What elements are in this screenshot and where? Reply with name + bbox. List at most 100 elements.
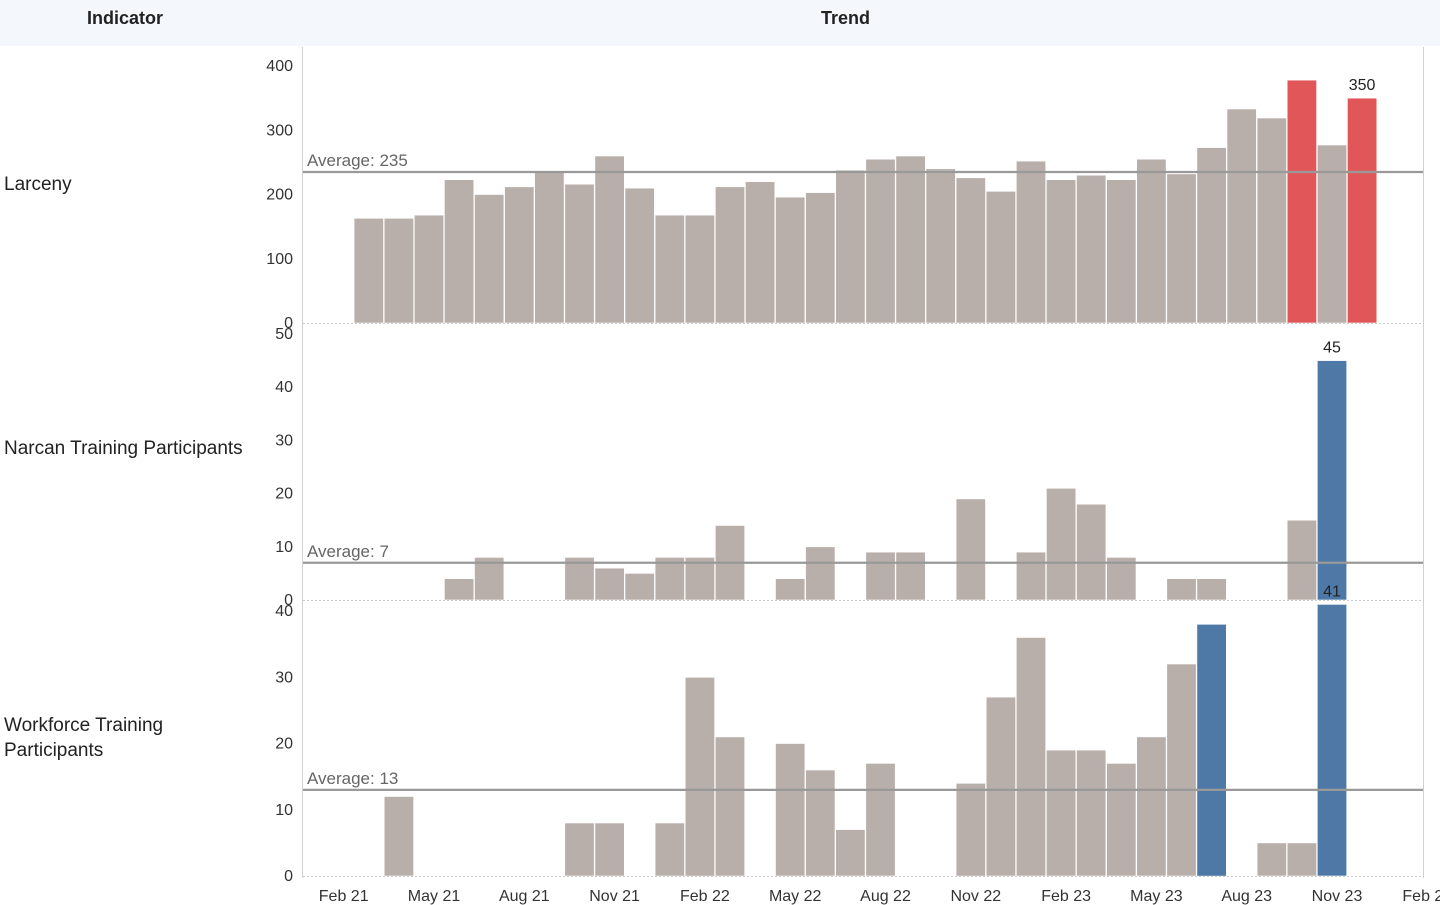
- bar-mar-23: [1076, 174, 1107, 324]
- bar-sep-22: [895, 551, 926, 601]
- bar-aug-21: [504, 186, 535, 324]
- bar-nov-23: [1317, 144, 1348, 324]
- bar-nov-21: [594, 822, 625, 877]
- bar-mar-21: [353, 218, 384, 324]
- bar-sep-23: [1256, 117, 1287, 324]
- bar-jan-22: [654, 214, 685, 324]
- bar-feb-23: [1046, 749, 1077, 877]
- bar-dec-21: [624, 187, 655, 324]
- bar-dec-21: [624, 573, 655, 601]
- bar-jun-22: [805, 769, 836, 877]
- y-tick-label: 300: [266, 122, 293, 139]
- y-tick-label: 20: [275, 486, 293, 503]
- bar-apr-23: [1106, 557, 1137, 601]
- indicator-label-narcan: Narcan Training Participants: [4, 438, 243, 459]
- y-tick-label: 40: [275, 379, 293, 396]
- bar-apr-22: [745, 181, 776, 324]
- bar-jun-23: [1166, 663, 1197, 877]
- y-tick-label: 10: [275, 802, 293, 819]
- bar-apr-21: [383, 796, 414, 877]
- bar-jul-23: [1196, 147, 1227, 324]
- bar-jul-23: [1196, 623, 1227, 877]
- trend-column-header: Trend: [821, 8, 871, 28]
- x-tick-label: Feb 22: [680, 888, 730, 905]
- bar-feb-23: [1046, 487, 1077, 601]
- bar-nov-22: [955, 498, 986, 601]
- y-tick-label: 400: [266, 58, 293, 75]
- y-tick-label: 0: [284, 868, 293, 885]
- x-tick-label: Feb 21: [319, 888, 369, 905]
- bar-dec-22: [985, 696, 1016, 877]
- bar-aug-22: [865, 551, 896, 601]
- x-tick-label: May 23: [1130, 888, 1183, 905]
- x-tick-label: Nov 21: [589, 888, 640, 905]
- y-tick-label: 0: [284, 315, 293, 332]
- bar-nov-22: [955, 782, 986, 877]
- bar-oct-21: [564, 183, 595, 324]
- y-tick-label: 200: [266, 187, 293, 204]
- bar-apr-21: [383, 218, 414, 324]
- bar-oct-23: [1286, 842, 1317, 877]
- bar-apr-23: [1106, 763, 1137, 877]
- y-tick-label: 30: [275, 432, 293, 449]
- bar-jun-22: [805, 192, 836, 324]
- bar-sep-22: [895, 155, 926, 324]
- bar-jun-23: [1166, 578, 1197, 601]
- x-tick-label: Aug 22: [860, 888, 911, 905]
- x-tick-label: May 21: [408, 888, 461, 905]
- y-tick-label: 50: [275, 326, 293, 343]
- bar-jan-23: [1015, 637, 1046, 877]
- bar-aug-23: [1226, 108, 1257, 324]
- bar-mar-22: [714, 736, 745, 877]
- indicator-label-larceny: Larceny: [4, 174, 72, 195]
- bar-mar-23: [1076, 503, 1107, 601]
- x-tick-label: Nov 22: [950, 888, 1001, 905]
- bar-jul-22: [835, 829, 866, 877]
- bar-data-label: 45: [1323, 340, 1341, 357]
- bar-dec-22: [985, 191, 1016, 324]
- bar-feb-22: [684, 676, 715, 877]
- bar-may-22: [775, 743, 806, 877]
- y-tick-label: 20: [275, 736, 293, 753]
- bar-data-label: 350: [1349, 77, 1376, 94]
- bar-may-22: [775, 196, 806, 324]
- bar-sep-23: [1256, 842, 1287, 877]
- bar-aug-22: [865, 158, 896, 324]
- bar-jun-22: [805, 546, 836, 601]
- x-tick-label: Feb 24: [1402, 888, 1440, 905]
- table-header: Indicator Trend: [0, 0, 1440, 46]
- bar-may-23: [1136, 736, 1167, 877]
- y-tick-label: 0: [284, 592, 293, 609]
- bar-apr-23: [1106, 179, 1137, 324]
- x-tick-label: Nov 23: [1312, 888, 1363, 905]
- y-tick-label: 100: [266, 251, 293, 268]
- bar-jul-22: [835, 169, 866, 324]
- bar-dec-23: [1347, 97, 1378, 324]
- bar-jul-23: [1196, 578, 1227, 601]
- bar-nov-23: [1317, 604, 1348, 877]
- x-tick-label: Aug 23: [1221, 888, 1272, 905]
- x-tick-label: May 22: [769, 888, 822, 905]
- average-label: Average: 7: [307, 542, 389, 561]
- y-tick-label: 40: [275, 603, 293, 620]
- y-tick-label: 30: [275, 669, 293, 686]
- bar-mar-23: [1076, 749, 1107, 877]
- bar-jul-21: [474, 194, 505, 324]
- bar-data-label: 41: [1323, 583, 1341, 600]
- x-tick-label: Aug 21: [499, 888, 550, 905]
- bar-may-21: [413, 214, 444, 324]
- bar-jun-21: [444, 578, 475, 601]
- bar-oct-23: [1286, 79, 1317, 324]
- bar-oct-23: [1286, 519, 1317, 601]
- bar-nov-21: [594, 155, 625, 324]
- y-tick-label: 10: [275, 539, 293, 556]
- bar-oct-21: [564, 822, 595, 877]
- bar-jan-23: [1015, 160, 1046, 324]
- bar-may-23: [1136, 158, 1167, 324]
- bar-jun-23: [1166, 173, 1197, 324]
- bar-jan-22: [654, 822, 685, 877]
- bar-nov-23: [1317, 360, 1348, 601]
- x-tick-label: Feb 23: [1041, 888, 1091, 905]
- bar-jan-22: [654, 557, 685, 601]
